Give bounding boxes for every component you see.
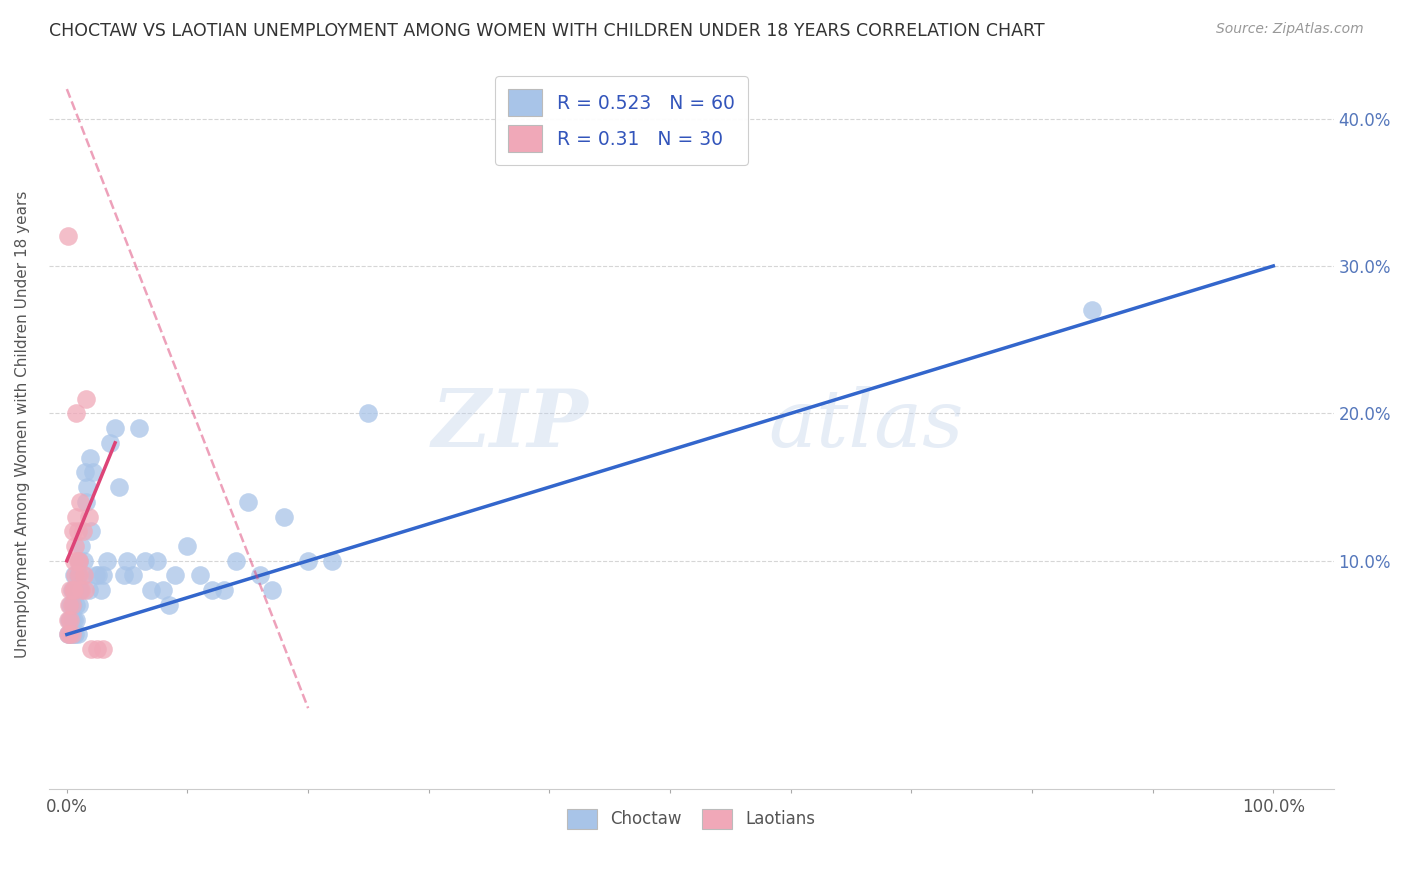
Point: [60, 598, 83, 612]
Point: [273, 509, 295, 524]
Text: ZIP: ZIP: [432, 385, 588, 463]
Point: [65, 583, 87, 598]
Point: [152, 583, 174, 598]
Point: [87, 568, 110, 582]
Point: [62, 524, 84, 539]
Point: [146, 554, 169, 568]
Point: [321, 554, 343, 568]
Point: [176, 539, 198, 553]
Point: [66, 524, 89, 539]
Point: [73, 554, 96, 568]
Point: [75, 495, 97, 509]
Point: [79, 450, 101, 465]
Point: [59, 627, 82, 641]
Point: [96, 554, 118, 568]
Text: atlas: atlas: [768, 385, 963, 463]
Point: [249, 568, 271, 582]
Point: [201, 583, 224, 598]
Point: [63, 583, 86, 598]
Point: [70, 539, 93, 553]
Point: [134, 554, 156, 568]
Point: [63, 568, 86, 582]
Point: [69, 495, 91, 509]
Point: [70, 583, 93, 598]
Point: [65, 627, 87, 641]
Point: [107, 480, 129, 494]
Legend: Choctaw, Laotians: Choctaw, Laotians: [561, 802, 823, 836]
Point: [65, 406, 87, 420]
Point: [67, 568, 90, 582]
Point: [59, 598, 82, 612]
Point: [260, 583, 283, 598]
Point: [91, 642, 114, 657]
Point: [225, 554, 247, 568]
Point: [91, 568, 114, 582]
Point: [76, 480, 98, 494]
Point: [98, 435, 121, 450]
Point: [59, 613, 82, 627]
Point: [60, 583, 83, 598]
Point: [58, 598, 80, 612]
Point: [80, 524, 103, 539]
Point: [60, 613, 83, 627]
Point: [62, 627, 84, 641]
Text: CHOCTAW VS LAOTIAN UNEMPLOYMENT AMONG WOMEN WITH CHILDREN UNDER 18 YEARS CORRELA: CHOCTAW VS LAOTIAN UNEMPLOYMENT AMONG WO…: [49, 22, 1045, 40]
Point: [66, 554, 89, 568]
Point: [73, 466, 96, 480]
Point: [165, 568, 187, 582]
Point: [66, 627, 89, 641]
Point: [65, 539, 87, 553]
Point: [80, 642, 103, 657]
Y-axis label: Unemployment Among Women with Children Under 18 years: Unemployment Among Women with Children U…: [15, 191, 30, 658]
Point: [115, 554, 138, 568]
Text: Source: ZipAtlas.com: Source: ZipAtlas.com: [1216, 22, 1364, 37]
Point: [56, 229, 79, 244]
Point: [72, 524, 94, 539]
Point: [73, 583, 96, 598]
Point: [67, 554, 90, 568]
Point: [122, 568, 145, 582]
Point: [58, 627, 80, 641]
Point: [65, 613, 87, 627]
Point: [73, 568, 96, 582]
Point: [82, 466, 104, 480]
Point: [66, 568, 89, 582]
Point: [58, 613, 80, 627]
Point: [84, 568, 107, 582]
Point: [141, 583, 163, 598]
Point: [65, 598, 87, 612]
Point: [128, 421, 150, 435]
Point: [77, 509, 100, 524]
Point: [65, 509, 87, 524]
Point: [67, 598, 90, 612]
Point: [236, 495, 259, 509]
Point: [65, 568, 87, 582]
Point: [62, 583, 84, 598]
Point: [62, 598, 84, 612]
Point: [67, 554, 90, 568]
Point: [157, 598, 180, 612]
Point: [90, 583, 112, 598]
Point: [59, 583, 82, 598]
Point: [357, 406, 380, 420]
Point: [72, 568, 94, 582]
Point: [297, 554, 319, 568]
Point: [56, 627, 79, 641]
Point: [56, 613, 79, 627]
Point: [56, 627, 79, 641]
Point: [104, 421, 127, 435]
Point: [63, 613, 86, 627]
Point: [86, 642, 108, 657]
Point: [60, 627, 83, 641]
Point: [63, 554, 86, 568]
Point: [112, 568, 135, 582]
Point: [69, 583, 91, 598]
Point: [1081, 303, 1104, 318]
Point: [188, 568, 211, 582]
Point: [212, 583, 235, 598]
Point: [75, 392, 97, 406]
Point: [77, 583, 100, 598]
